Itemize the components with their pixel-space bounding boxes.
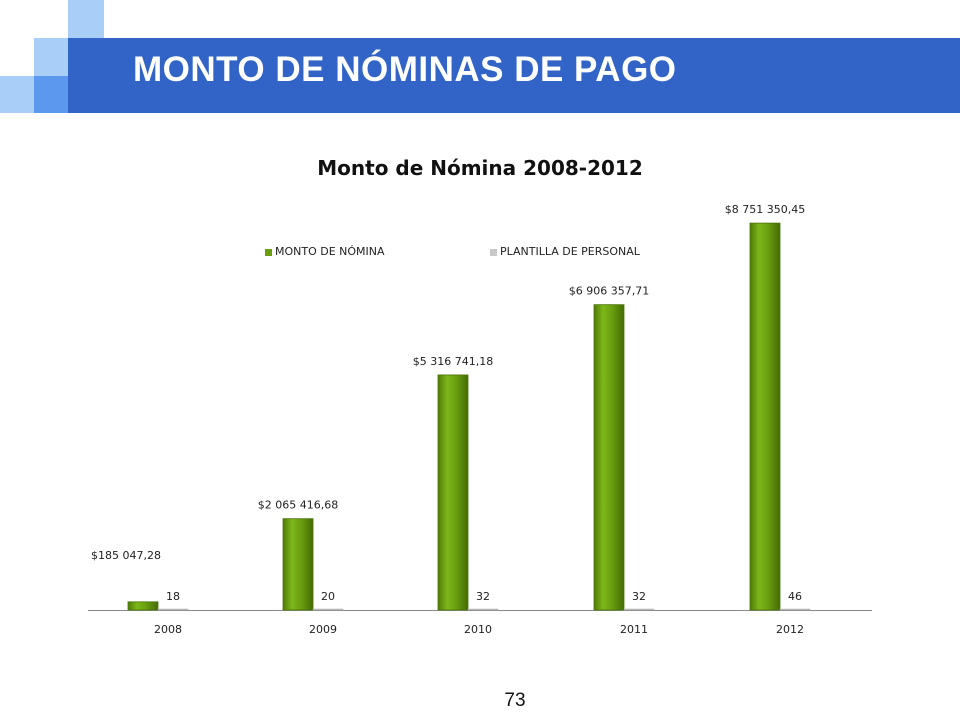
- data-label-monto-2008: $185 047,28: [91, 549, 161, 562]
- x-tick-label-2011: 2011: [620, 623, 648, 636]
- legend-label-plantilla: PLANTILLA DE PERSONAL: [500, 245, 640, 258]
- data-label-monto-2011: $6 906 357,71: [569, 285, 649, 298]
- data-label-plantilla-2010: 32: [476, 590, 490, 603]
- decor-square-bottom-left: [0, 76, 34, 113]
- legend-swatch-plantilla: [490, 248, 497, 256]
- x-tick-label-2010: 2010: [464, 623, 492, 636]
- decor-square-top: [68, 0, 104, 38]
- data-label-plantilla-2009: 20: [321, 590, 335, 603]
- legend-label-monto: MONTO DE NÓMINA: [275, 245, 385, 258]
- data-label-plantilla-2011: 32: [632, 590, 646, 603]
- data-label-plantilla-2008: 18: [166, 590, 180, 603]
- data-label-plantilla-2012: 46: [788, 590, 802, 603]
- bar-plantilla-2011: [623, 608, 655, 611]
- x-tick-label-2012: 2012: [776, 623, 804, 636]
- x-tick-label-2008: 2008: [154, 623, 182, 636]
- bar-monto-2011: [593, 304, 625, 611]
- bar-plantilla-2008: [157, 608, 189, 611]
- decor-square-bottom-mid: [34, 76, 68, 113]
- bar-monto-2010: [437, 374, 469, 611]
- chart-title: Monto de Nómina 2008-2012: [317, 156, 643, 180]
- bar-monto-2012: [749, 222, 781, 611]
- page-number: 73: [504, 690, 526, 711]
- bar-plantilla-2009: [312, 608, 344, 611]
- x-tick-label-2009: 2009: [309, 623, 337, 636]
- bar-plantilla-2010: [467, 608, 499, 611]
- bar-monto-2009: [282, 518, 314, 611]
- bar-plantilla-2012: [779, 608, 811, 611]
- data-label-monto-2012: $8 751 350,45: [725, 203, 805, 216]
- header-bar: [68, 38, 960, 113]
- legend-item-plantilla: PLANTILLA DE PERSONAL: [490, 245, 640, 258]
- slide-title: MONTO DE NÓMINAS DE PAGO: [133, 50, 677, 89]
- data-label-monto-2010: $5 316 741,18: [413, 355, 493, 368]
- data-label-monto-2009: $2 065 416,68: [258, 499, 338, 512]
- decor-square-left: [34, 38, 68, 76]
- legend-item-monto: MONTO DE NÓMINA: [265, 245, 385, 258]
- legend-swatch-monto: [265, 248, 272, 256]
- bar-monto-2008: [127, 601, 159, 611]
